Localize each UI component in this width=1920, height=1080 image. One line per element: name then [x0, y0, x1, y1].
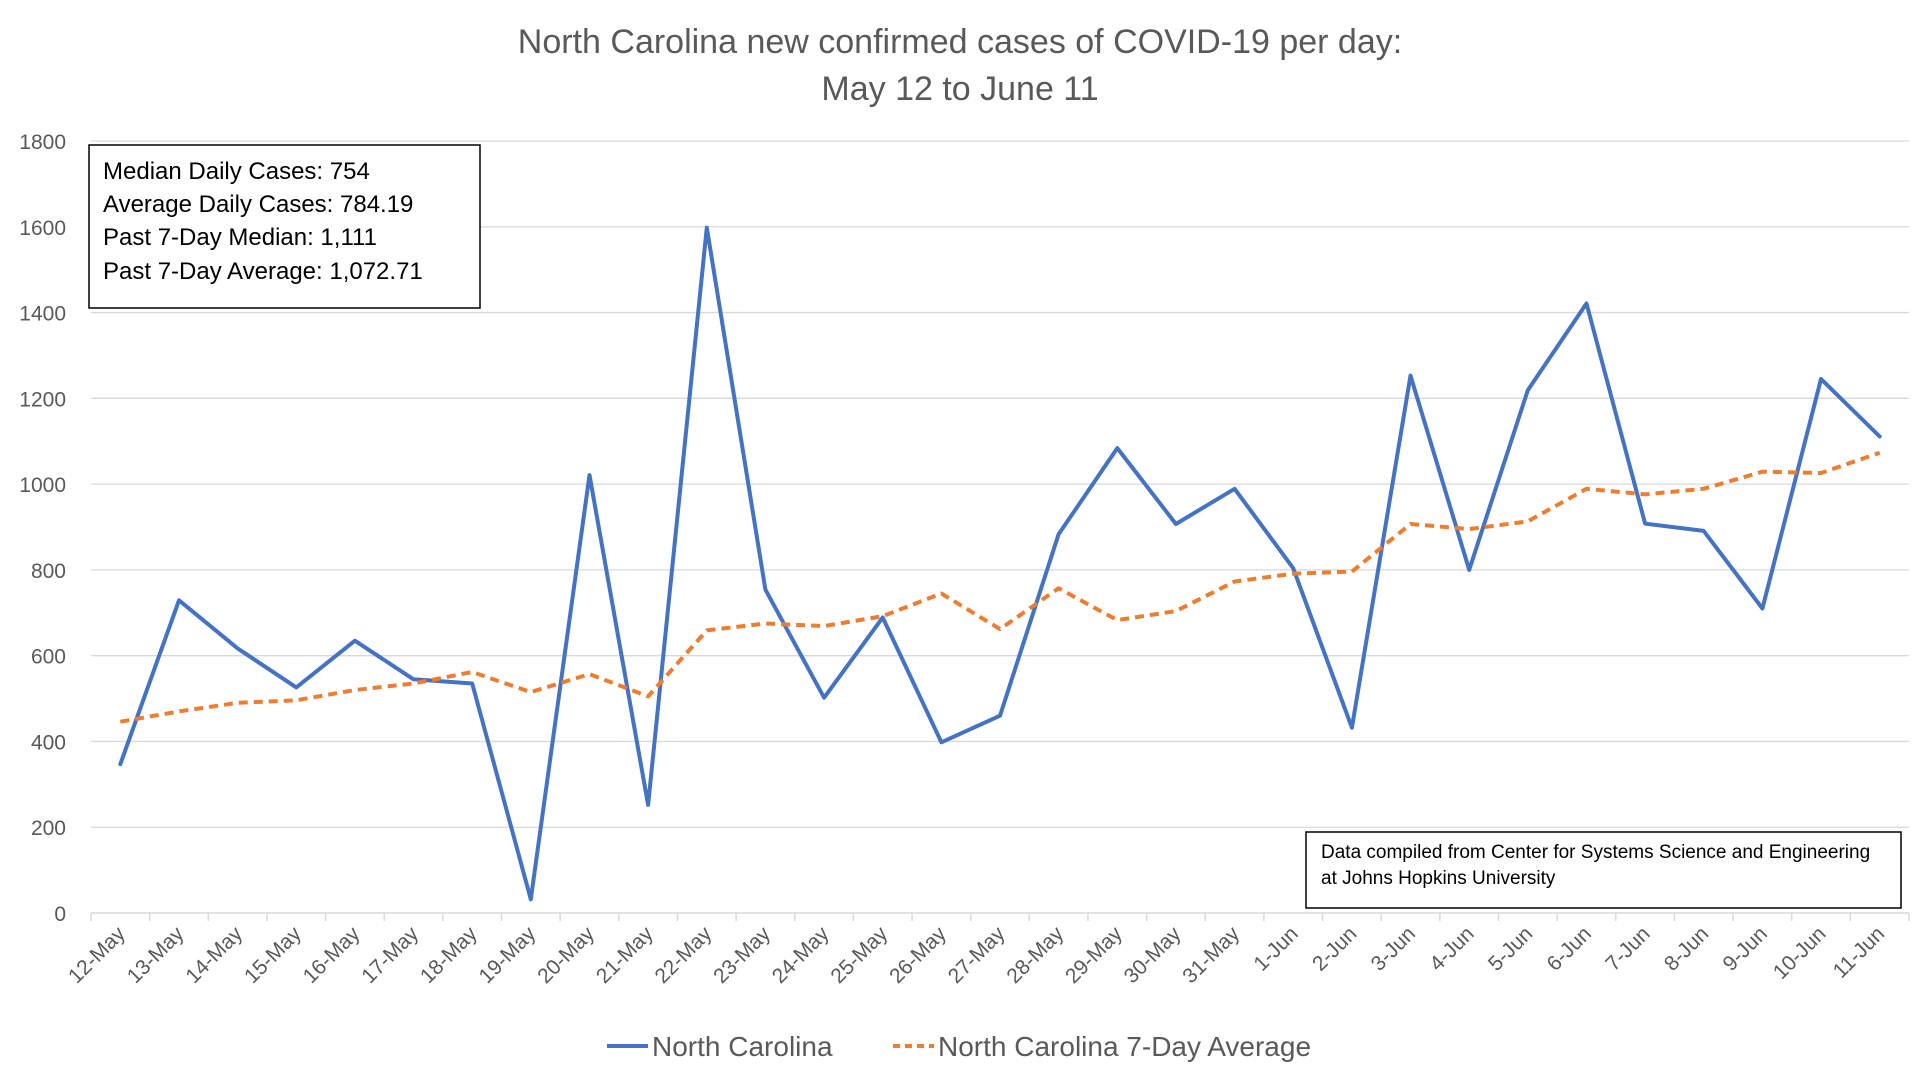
- data-point: [998, 627, 1002, 631]
- data-point: [1584, 302, 1588, 306]
- data-point: [881, 614, 885, 618]
- data-point: [1584, 487, 1588, 491]
- data-point: [1291, 572, 1295, 576]
- legend: North Carolina North Carolina 7-Day Aver…: [607, 1031, 1311, 1062]
- stats-box: Median Daily Cases: 754 Average Daily Ca…: [88, 144, 481, 309]
- chart-title-line-2: May 12 to June 11: [821, 70, 1098, 108]
- data-point: [1057, 532, 1061, 536]
- data-point: [1409, 374, 1413, 378]
- data-point: [1643, 522, 1647, 526]
- y-axis: 0 200 400 600 800 1000 1200 1400 1600 1800: [19, 131, 66, 926]
- source-note-line-2: at Johns Hopkins University: [1321, 868, 1556, 889]
- stats-median-daily: Median Daily Cases: 754: [103, 158, 370, 185]
- y-tick-label: 0: [54, 903, 66, 926]
- data-point: [1233, 487, 1237, 491]
- data-point: [294, 698, 298, 702]
- y-tick-label: 1800: [19, 131, 66, 154]
- data-point: [1819, 471, 1823, 475]
- y-tick-label: 1600: [19, 217, 66, 240]
- data-point: [939, 740, 943, 744]
- data-point: [236, 701, 240, 705]
- data-point: [1409, 522, 1413, 526]
- source-note-line-1: Data compiled from Center for Systems Sc…: [1321, 842, 1870, 863]
- chart-title-line-1: North Carolina new confirmed cases of CO…: [518, 23, 1402, 61]
- series-line-north-carolina: [118, 225, 1882, 902]
- data-point: [646, 803, 650, 807]
- data-point: [1878, 435, 1882, 439]
- y-tick-label: 1200: [19, 388, 66, 411]
- data-point: [587, 473, 591, 477]
- data-point: [763, 588, 767, 592]
- data-point: [1760, 606, 1764, 610]
- data-point: [353, 688, 357, 692]
- data-point: [1350, 570, 1354, 574]
- data-point: [529, 690, 533, 694]
- data-point: [1350, 726, 1354, 730]
- data-point: [939, 591, 943, 595]
- data-point: [1115, 446, 1119, 450]
- data-point: [1760, 470, 1764, 474]
- data-point: [1526, 519, 1530, 523]
- data-point: [412, 682, 416, 686]
- y-tick-label: 400: [31, 731, 66, 754]
- data-point: [177, 709, 181, 713]
- data-point: [1115, 618, 1119, 622]
- y-tick-label: 1000: [19, 474, 66, 497]
- data-point: [1702, 487, 1706, 491]
- data-point: [1467, 568, 1471, 572]
- data-point: [1878, 451, 1882, 455]
- data-point: [1819, 377, 1823, 381]
- source-box-border: [1305, 831, 1902, 909]
- data-point: [236, 646, 240, 650]
- stats-past-7-day-average: Past 7-Day Average: 1,072.71: [103, 258, 423, 285]
- data-point: [1526, 388, 1530, 392]
- data-point: [705, 628, 709, 632]
- data-point: [705, 226, 709, 230]
- data-point: [1057, 586, 1061, 590]
- data-point: [1174, 609, 1178, 613]
- legend-label-7-day-average: North Carolina 7-Day Average: [938, 1031, 1311, 1062]
- series-lines: [118, 225, 1882, 902]
- stats-past-7-day-median: Past 7-Day Median: 1,111: [103, 224, 377, 251]
- legend-label-north-carolina: North Carolina: [652, 1031, 833, 1062]
- data-point: [294, 685, 298, 689]
- data-point: [587, 672, 591, 676]
- data-point: [470, 670, 474, 674]
- stats-average-daily: Average Daily Cases: 784.19: [103, 191, 413, 218]
- data-point: [353, 639, 357, 643]
- data-point: [998, 714, 1002, 718]
- data-point: [1291, 566, 1295, 570]
- data-point: [1174, 522, 1178, 526]
- y-tick-label: 800: [31, 560, 66, 583]
- source-box: Data compiled from Center for Systems Sc…: [1305, 831, 1902, 909]
- data-point: [646, 694, 650, 698]
- data-point: [822, 696, 826, 700]
- data-point: [529, 897, 533, 901]
- y-tick-label: 1400: [19, 303, 66, 326]
- data-point: [763, 622, 767, 626]
- data-point: [1467, 527, 1471, 531]
- data-point: [118, 720, 122, 724]
- data-point: [822, 624, 826, 628]
- y-tick-label: 200: [31, 817, 66, 840]
- y-tick-label: 600: [31, 646, 66, 669]
- data-point: [1233, 579, 1237, 583]
- data-point: [412, 677, 416, 681]
- stats-box-border: [88, 144, 481, 309]
- series-line-north-carolina-7-day-average: [119, 450, 1881, 724]
- data-point: [1702, 529, 1706, 533]
- data-point: [177, 598, 181, 602]
- data-point: [118, 762, 122, 766]
- data-point: [1643, 492, 1647, 496]
- data-point: [470, 682, 474, 686]
